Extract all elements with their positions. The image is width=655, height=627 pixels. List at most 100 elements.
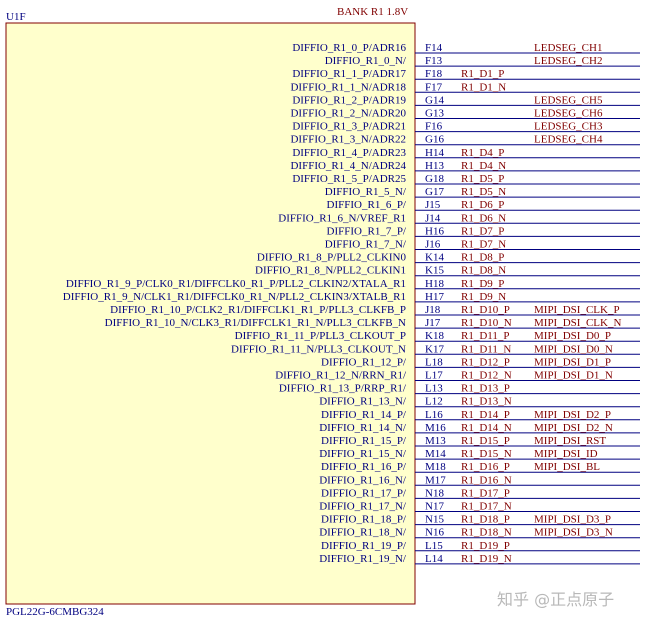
pin-row: DIFFIO_R1_8_P/PLL2_CLKIN0 K14 R1_D8_P [257, 252, 640, 264]
net-name: R1_D16_N [461, 474, 512, 486]
pin-signal: DIFFIO_R1_10_P/CLK2_R1/DIFFCLK1_R1_P/PLL… [110, 304, 406, 316]
net-name: R1_D19_P [461, 540, 510, 552]
pin-row: DIFFIO_R1_12_P/L18 R1_D12_P MIPI_DSI_D1_P [321, 356, 640, 368]
pin-list: DIFFIO_R1_0_P/ADR16 F14 LEDSEG_CH1DIFFIO_R… [63, 42, 640, 565]
pin-signal: DIFFIO_R1_9_P/CLK0_R1/DIFFCLK0_R1_P/PLL2… [66, 278, 406, 290]
pin-signal: DIFFIO_R1_2_N/ADR20 [290, 108, 406, 120]
pin-number: L16 [425, 409, 443, 421]
pin-row: DIFFIO_R1_13_N/L12 R1_D13_N [319, 396, 640, 408]
net-label: LEDSEG_CH4 [534, 134, 603, 146]
pin-number: M14 [425, 448, 446, 460]
pin-signal: DIFFIO_R1_15_P/ [321, 435, 407, 447]
pin-signal: DIFFIO_R1_16_N/ [319, 474, 407, 486]
net-label: LEDSEG_CH5 [534, 94, 603, 106]
net-name: R1_D4_N [461, 160, 506, 172]
pin-number: L12 [425, 396, 443, 408]
net-name: R1_D12_N [461, 370, 512, 382]
pin-row: DIFFIO_R1_3_N/ADR22 G16 LEDSEG_CH4 [290, 134, 640, 146]
pin-number: N18 [425, 487, 444, 499]
pin-row: DIFFIO_R1_16_P/M18 R1_D16_P MIPI_DSI_BL [321, 461, 640, 473]
pin-number: J15 [425, 199, 441, 211]
pin-signal: DIFFIO_R1_5_N/ [325, 186, 407, 198]
net-name: R1_D6_P [461, 199, 504, 211]
pin-signal: DIFFIO_R1_15_N/ [319, 448, 407, 460]
pin-signal: DIFFIO_R1_0_P/ADR16 [292, 42, 406, 54]
watermark: 知乎 @正点原子 [497, 590, 614, 609]
pin-row: DIFFIO_R1_13_P/RRP_R1/L13 R1_D13_P [279, 383, 640, 395]
net-label: MIPI_DSI_D2_N [534, 422, 613, 434]
net-label: MIPI_DSI_D1_N [534, 370, 613, 382]
pin-signal: DIFFIO_R1_4_N/ADR24 [290, 160, 406, 172]
pin-number: J17 [425, 317, 441, 329]
pin-signal: DIFFIO_R1_2_P/ADR19 [292, 94, 406, 106]
net-label: MIPI_DSI_CLK_N [534, 317, 621, 329]
pin-row: DIFFIO_R1_2_N/ADR20 G13 LEDSEG_CH6 [290, 108, 640, 120]
pin-row: DIFFIO_R1_1_N/ADR18 F17 R1_D1_N [290, 81, 640, 93]
pin-number: F18 [425, 68, 443, 80]
pin-row: DIFFIO_R1_0_P/ADR16 F14 LEDSEG_CH1 [292, 42, 640, 54]
net-label: MIPI_DSI_CLK_P [534, 304, 620, 316]
net-label: MIPI_DSI_D3_N [534, 527, 613, 539]
pin-number: L17 [425, 370, 443, 382]
net-name: R1_D4_P [461, 147, 504, 159]
pin-signal: DIFFIO_R1_3_P/ADR21 [292, 121, 406, 133]
pin-number: G16 [425, 134, 444, 146]
pin-row: DIFFIO_R1_11_P/PLL3_CLKOUT_P K18 R1_D11_P M… [235, 330, 640, 342]
pin-signal: DIFFIO_R1_10_N/CLK3_R1/DIFFCLK1_R1_N/PLL… [105, 317, 406, 329]
pin-row: DIFFIO_R1_8_N/PLL2_CLKIN1 K15 R1_D8_N [255, 265, 640, 277]
net-label: MIPI_DSI_D3_P [534, 514, 611, 526]
net-label: LEDSEG_CH2 [534, 55, 602, 67]
pin-row: DIFFIO_R1_18_N/N16 R1_D18_N MIPI_DSI_D3_N [319, 527, 640, 539]
pin-row: DIFFIO_R1_1_P/ADR17 F18 R1_D1_P [292, 68, 640, 80]
net-name: R1_D16_P [461, 461, 510, 473]
pin-row: DIFFIO_R1_3_P/ADR21 F16 LEDSEG_CH3 [292, 121, 640, 133]
pin-row: DIFFIO_R1_16_N/M17 R1_D16_N [319, 474, 640, 486]
pin-row: DIFFIO_R1_14_N/M16 R1_D14_N MIPI_DSI_D2_N [319, 422, 640, 434]
pin-row: DIFFIO_R1_5_P/ADR25 G18 R1_D5_P [292, 173, 640, 185]
net-label: MIPI_DSI_D0_N [534, 343, 613, 355]
pin-row: DIFFIO_R1_10_N/CLK3_R1/DIFFCLK1_R1_N/PLL… [105, 317, 640, 329]
pin-number: N17 [425, 501, 444, 513]
net-name: R1_D19_N [461, 553, 512, 565]
net-name: R1_D17_N [461, 501, 512, 513]
net-name: R1_D5_N [461, 186, 506, 198]
pin-number: G14 [425, 94, 444, 106]
pin-signal: DIFFIO_R1_1_N/ADR18 [290, 81, 406, 93]
component-body [5, 22, 416, 605]
pin-signal: DIFFIO_R1_7_P/ [327, 225, 407, 237]
pin-signal: DIFFIO_R1_3_N/ADR22 [290, 134, 406, 146]
pin-number: K14 [425, 252, 444, 264]
pin-row: DIFFIO_R1_6_P/J15 R1_D6_P [327, 199, 640, 211]
pin-row: DIFFIO_R1_15_P/M13 R1_D15_P MIPI_DSI_RST [321, 435, 640, 447]
pin-row: DIFFIO_R1_7_N/J16 R1_D7_N [325, 239, 640, 251]
pin-number: J16 [425, 239, 441, 251]
pin-signal: DIFFIO_R1_5_P/ADR25 [292, 173, 406, 185]
net-name: R1_D9_P [461, 278, 504, 290]
pin-number: L13 [425, 383, 443, 395]
pin-row: DIFFIO_R1_17_N/N17 R1_D17_N [319, 501, 640, 513]
pin-signal: DIFFIO_R1_13_N/ [319, 396, 407, 408]
net-label: LEDSEG_CH1 [534, 42, 602, 54]
pin-signal: DIFFIO_R1_8_P/PLL2_CLKIN0 [257, 252, 407, 264]
pin-signal: DIFFIO_R1_0_N/ [325, 55, 407, 67]
pin-row: DIFFIO_R1_5_N/G17 R1_D5_N [325, 186, 640, 198]
pin-number: F13 [425, 55, 443, 67]
pin-signal: DIFFIO_R1_12_P/ [321, 356, 407, 368]
pin-number: G18 [425, 173, 444, 185]
net-name: R1_D9_N [461, 291, 506, 303]
pin-number: F16 [425, 121, 443, 133]
net-name: R1_D17_P [461, 487, 510, 499]
pin-signal: DIFFIO_R1_12_N/RRN_R1/ [275, 370, 407, 382]
pin-signal: DIFFIO_R1_1_P/ADR17 [292, 68, 406, 80]
pin-number: H13 [425, 160, 444, 172]
net-label: MIPI_DSI_D2_P [534, 409, 611, 421]
net-name: R1_D10_P [461, 304, 510, 316]
pin-row: DIFFIO_R1_9_P/CLK0_R1/DIFFCLK0_R1_P/PLL2… [66, 278, 640, 290]
pin-number: F17 [425, 81, 443, 93]
pin-number: M13 [425, 435, 446, 447]
pin-number: M18 [425, 461, 446, 473]
pin-signal: DIFFIO_R1_13_P/RRP_R1/ [279, 383, 407, 395]
net-label: LEDSEG_CH3 [534, 121, 603, 133]
net-name: R1_D18_N [461, 527, 512, 539]
pin-signal: DIFFIO_R1_14_P/ [321, 409, 407, 421]
